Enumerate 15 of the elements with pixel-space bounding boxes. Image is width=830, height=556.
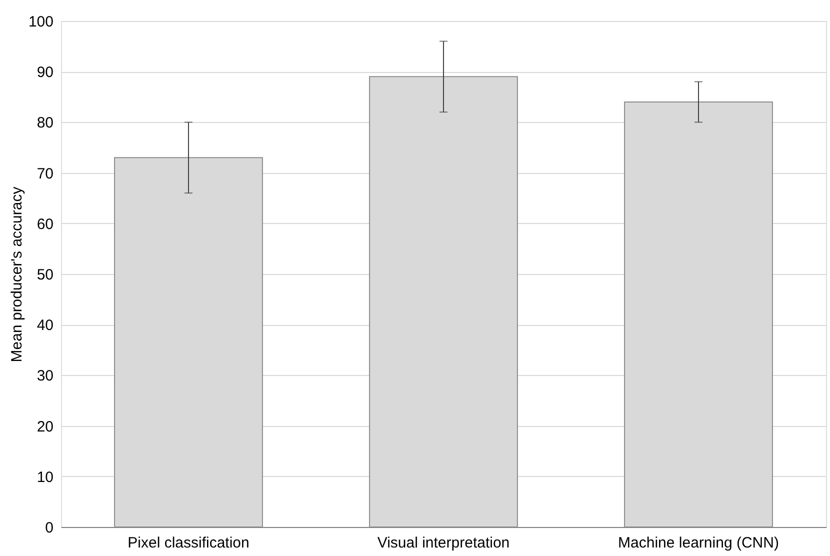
y-tick-label: 90 — [36, 64, 54, 82]
y-tick-label: 60 — [36, 216, 54, 233]
y-axis-title: Mean producer's accuracy — [8, 186, 26, 362]
y-tick-label: 20 — [36, 418, 54, 436]
y-tick-label: 70 — [36, 165, 54, 182]
y-tick-label: 0 — [45, 520, 54, 536]
x-tick-label: Machine learning (CNN) — [618, 534, 779, 552]
y-tick-label: 100 — [28, 14, 54, 30]
x-tick-label: Pixel classification — [128, 534, 250, 552]
y-tick-label: 40 — [36, 317, 54, 334]
y-tick-label: 50 — [36, 266, 54, 284]
x-tick-label: Visual interpretation — [377, 534, 510, 552]
y-tick-label: 30 — [36, 368, 54, 385]
y-tick-label: 10 — [36, 468, 54, 486]
y-tick-label: 80 — [36, 114, 54, 132]
